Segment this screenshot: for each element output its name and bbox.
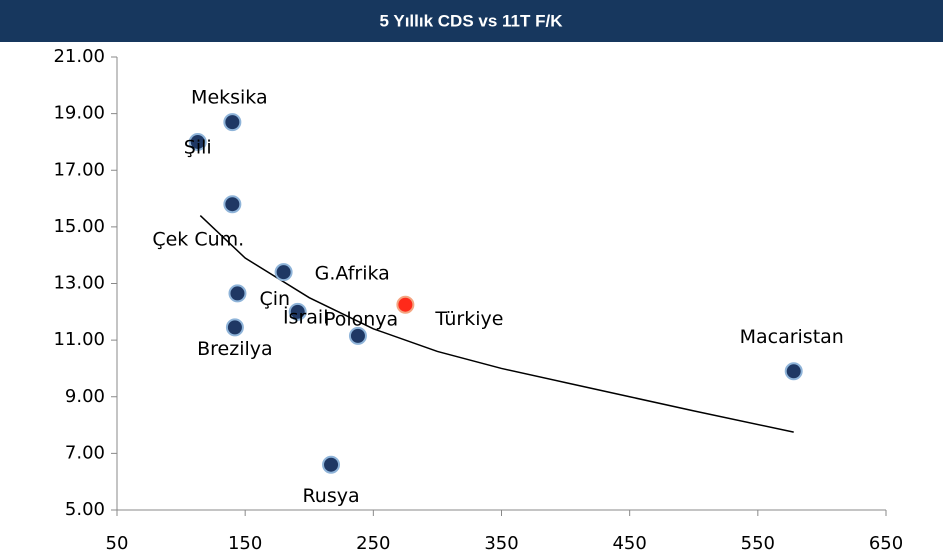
point [348, 326, 367, 345]
point-label: Macaristan [740, 326, 844, 348]
y-tick-label: 15.00 [53, 216, 105, 237]
y-tick-label: 7.00 [65, 442, 105, 463]
y-tick-label: 9.00 [65, 386, 105, 407]
x-tick-label: 450 [612, 533, 646, 554]
point-label: Çek Cum. [152, 229, 244, 251]
y-tick-label: 19.00 [53, 103, 105, 124]
point-label: Şili [184, 136, 212, 158]
x-tick-label: 650 [869, 533, 903, 554]
point-label: Türkiye [434, 308, 503, 330]
chart-title: 5 Yıllık CDS vs 11T F/K [380, 11, 564, 30]
x-tick-label: 250 [356, 533, 390, 554]
x-tick-label: 50 [106, 533, 129, 554]
x-tick-label: 550 [741, 533, 775, 554]
point-label: İsrail [283, 305, 329, 328]
point [274, 263, 293, 282]
point-label: Çin [259, 288, 290, 310]
x-tick-label: 350 [484, 533, 518, 554]
y-tick-label: 17.00 [53, 159, 105, 180]
title-bar [0, 0, 943, 42]
y-tick-label: 13.00 [53, 273, 105, 294]
point [784, 362, 803, 381]
x-tick-label: 150 [228, 533, 262, 554]
point-label: Brezilya [197, 338, 273, 360]
point [223, 113, 242, 132]
point [396, 295, 415, 314]
point-label: G.Afrika [315, 263, 390, 285]
point [223, 195, 242, 214]
y-tick-label: 5.00 [65, 499, 105, 520]
point-label: Rusya [302, 485, 359, 507]
y-tick-label: 11.00 [53, 329, 105, 350]
point [188, 132, 207, 151]
point [228, 284, 247, 303]
point-label: Meksika [191, 87, 268, 109]
y-tick-label: 21.00 [53, 46, 105, 67]
point [288, 302, 307, 321]
point [225, 318, 244, 337]
point [322, 455, 341, 474]
point-label: Polonya [324, 308, 398, 330]
